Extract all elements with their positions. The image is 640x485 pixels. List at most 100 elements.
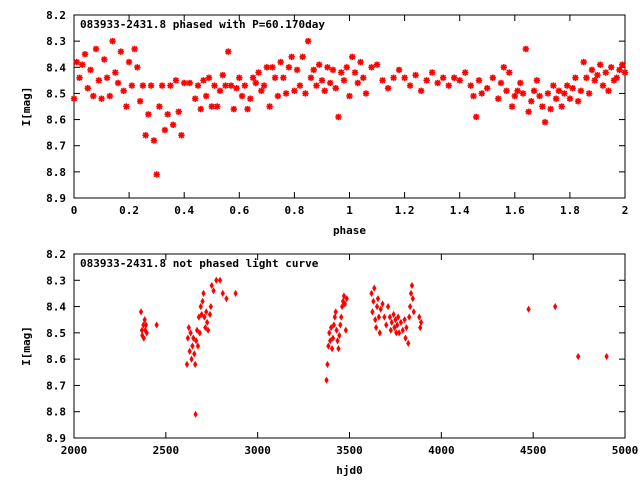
data-point bbox=[189, 355, 194, 363]
data-point bbox=[391, 310, 396, 319]
data-point bbox=[203, 92, 210, 100]
data-point bbox=[139, 82, 147, 89]
unphased-light-curve-panel: 2000 2500 3000 3500 4000 4500 5000 8.2 8.3 8.4 8.5… bbox=[20, 248, 638, 477]
data-point bbox=[208, 103, 215, 110]
data-point bbox=[230, 105, 237, 113]
x-tick-label: 2500 bbox=[153, 444, 180, 457]
data-point bbox=[156, 103, 163, 110]
data-point bbox=[120, 87, 127, 95]
data-point bbox=[517, 79, 524, 87]
data-point bbox=[379, 77, 386, 84]
data-point bbox=[207, 310, 213, 319]
data-point bbox=[193, 337, 199, 345]
data-point bbox=[376, 313, 382, 321]
data-point bbox=[293, 66, 301, 74]
data-point bbox=[73, 58, 80, 66]
data-point bbox=[385, 302, 391, 311]
data-point bbox=[260, 82, 268, 89]
x-tick-label: 1.6 bbox=[505, 204, 525, 217]
y-tick-label: 8.4 bbox=[46, 301, 66, 314]
data-point bbox=[249, 74, 257, 81]
x-axis-label: hjd0 bbox=[336, 464, 363, 477]
data-point bbox=[211, 287, 216, 295]
data-point bbox=[550, 82, 557, 89]
data-point bbox=[192, 350, 197, 358]
data-point bbox=[390, 74, 397, 81]
data-point bbox=[266, 103, 273, 110]
x-tick-label: 4500 bbox=[520, 444, 547, 457]
data-point bbox=[244, 105, 251, 113]
data-point bbox=[402, 316, 407, 324]
data-point bbox=[384, 85, 392, 92]
data-point bbox=[428, 69, 436, 76]
data-point bbox=[508, 103, 516, 110]
data-point bbox=[478, 90, 485, 97]
data-point bbox=[374, 302, 380, 311]
y-tick-label: 8.5 bbox=[46, 87, 66, 100]
data-point bbox=[92, 45, 100, 53]
data-point bbox=[489, 74, 496, 81]
data-point bbox=[445, 82, 452, 89]
x-axis-label: phase bbox=[333, 224, 366, 237]
data-point bbox=[594, 71, 601, 79]
x-tick-label: 1.4 bbox=[450, 204, 470, 217]
plot-frame bbox=[73, 253, 626, 439]
data-point bbox=[338, 69, 345, 76]
data-point bbox=[101, 56, 108, 63]
data-point bbox=[202, 313, 207, 321]
data-point bbox=[190, 342, 195, 350]
data-point bbox=[621, 69, 629, 76]
data-point bbox=[407, 313, 412, 321]
data-point bbox=[109, 37, 116, 45]
data-point bbox=[154, 321, 159, 329]
data-point bbox=[225, 48, 232, 55]
data-point bbox=[258, 87, 265, 95]
y-tick-label: 8.5 bbox=[46, 327, 66, 340]
data-point bbox=[473, 113, 480, 121]
data-point bbox=[370, 308, 375, 316]
data-point bbox=[238, 92, 246, 100]
data-point bbox=[327, 329, 332, 337]
data-point bbox=[604, 352, 609, 361]
y-tick-label: 8.8 bbox=[46, 406, 66, 419]
data-point bbox=[324, 64, 331, 71]
data-point bbox=[407, 302, 413, 311]
data-point bbox=[196, 313, 202, 321]
data-point bbox=[439, 74, 447, 81]
data-point bbox=[388, 326, 393, 334]
data-point bbox=[332, 313, 337, 321]
y-tick-label: 8.8 bbox=[46, 166, 66, 179]
x-tick-label: 0.8 bbox=[284, 204, 304, 217]
data-point bbox=[346, 92, 353, 100]
data-point bbox=[526, 305, 531, 313]
data-point bbox=[233, 85, 240, 92]
data-point bbox=[269, 64, 276, 71]
data-point bbox=[161, 126, 169, 134]
data-point bbox=[395, 321, 400, 329]
y-tick-label: 8.7 bbox=[46, 140, 66, 153]
data-point bbox=[112, 69, 119, 76]
data-point bbox=[200, 77, 207, 84]
data-point bbox=[252, 79, 260, 87]
data-point bbox=[299, 53, 306, 61]
y-tick-label: 8.6 bbox=[46, 114, 66, 127]
data-point bbox=[194, 82, 202, 89]
y-axis-label: I[mag] bbox=[20, 326, 33, 366]
data-point bbox=[271, 74, 279, 81]
x-tick-label: 0.2 bbox=[119, 204, 139, 217]
data-point bbox=[70, 95, 78, 102]
data-point bbox=[335, 337, 340, 345]
data-point bbox=[203, 324, 208, 332]
data-point bbox=[106, 92, 114, 100]
x-tick-label: 0.4 bbox=[174, 204, 194, 217]
data-point bbox=[103, 74, 111, 81]
data-point bbox=[328, 337, 333, 345]
data-point bbox=[247, 95, 254, 102]
data-point bbox=[591, 77, 598, 84]
data-point bbox=[291, 87, 298, 95]
x-tick-label: 0 bbox=[71, 204, 78, 217]
data-point bbox=[467, 82, 474, 89]
data-point bbox=[434, 79, 441, 87]
data-point bbox=[423, 77, 430, 84]
